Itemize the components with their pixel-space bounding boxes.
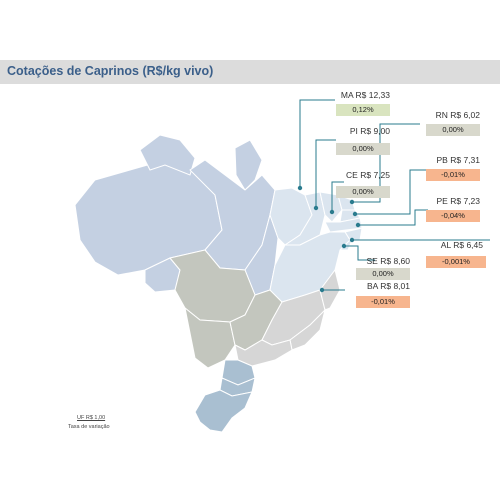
marker-ma — [297, 185, 303, 191]
marker-pe — [355, 222, 361, 228]
state-label-pe: PE R$ 7,23 — [436, 196, 480, 206]
marker-al — [349, 237, 355, 243]
north-region — [74, 134, 279, 296]
state-label-ba: BA R$ 8,01 — [366, 281, 410, 291]
page-title: Cotações de Caprinos (R$/kg vivo) — [7, 64, 214, 78]
state-label-rn: RN R$ 6,02 — [435, 110, 480, 120]
leader-line-pb — [355, 169, 430, 215]
state-roraima — [139, 134, 196, 176]
change-badge-pb: -0,01% — [426, 169, 480, 181]
southeast-region — [234, 268, 341, 367]
marker-pi — [313, 205, 319, 211]
change-badge-pi: 0,00% — [336, 143, 390, 155]
state-label-pi: PI R$ 9,00 — [349, 126, 390, 136]
northeast-region — [269, 187, 363, 303]
title-bar: Cotações de Caprinos (R$/kg vivo) — [0, 60, 500, 84]
south-region — [194, 359, 256, 433]
state-label-ce: CE R$ 7,25 — [346, 170, 390, 180]
marker-dots — [297, 185, 361, 293]
legend-uf: UF R$ 1,00 — [77, 415, 106, 421]
state-label-se: SE R$ 8,60 — [366, 256, 410, 266]
state-bahia — [269, 231, 351, 303]
state-mato-grosso-do-sul — [184, 306, 236, 369]
leader-line-pe — [358, 209, 428, 226]
change-badge-ba: -0,01% — [356, 296, 410, 308]
center-west-region — [169, 249, 283, 369]
marker-se — [341, 243, 347, 249]
leader-line-rn — [352, 123, 420, 203]
leader-line-ce — [331, 181, 344, 212]
state-label-al: AL R$ 6,45 — [440, 240, 483, 250]
state-label-pb: PB R$ 7,31 — [436, 155, 480, 165]
state-pernambuco — [324, 217, 363, 233]
marker-ce — [329, 209, 335, 215]
state-amapa — [234, 139, 263, 191]
leader-lines — [299, 99, 490, 291]
marker-rn — [349, 199, 355, 205]
change-badge-pe: -0,04% — [426, 210, 480, 222]
state-label-ma: MA R$ 12,33 — [340, 90, 390, 100]
change-badge-ma: 0,12% — [336, 104, 390, 116]
change-badge-ce: 0,00% — [336, 186, 390, 198]
change-badge-al: -0,001% — [426, 256, 486, 268]
change-badge-rn: 0,00% — [426, 124, 480, 136]
marker-ba — [319, 287, 325, 293]
leader-line-pi — [315, 139, 336, 208]
legend-taxa: Taxa de variação — [68, 424, 110, 430]
marker-pb — [352, 211, 358, 217]
change-badge-se: 0,00% — [356, 268, 410, 280]
state-ceara — [319, 191, 343, 223]
state-rio-grande-do-sul — [194, 389, 253, 433]
leader-line-se — [344, 245, 375, 261]
leader-line-ma — [299, 99, 335, 188]
